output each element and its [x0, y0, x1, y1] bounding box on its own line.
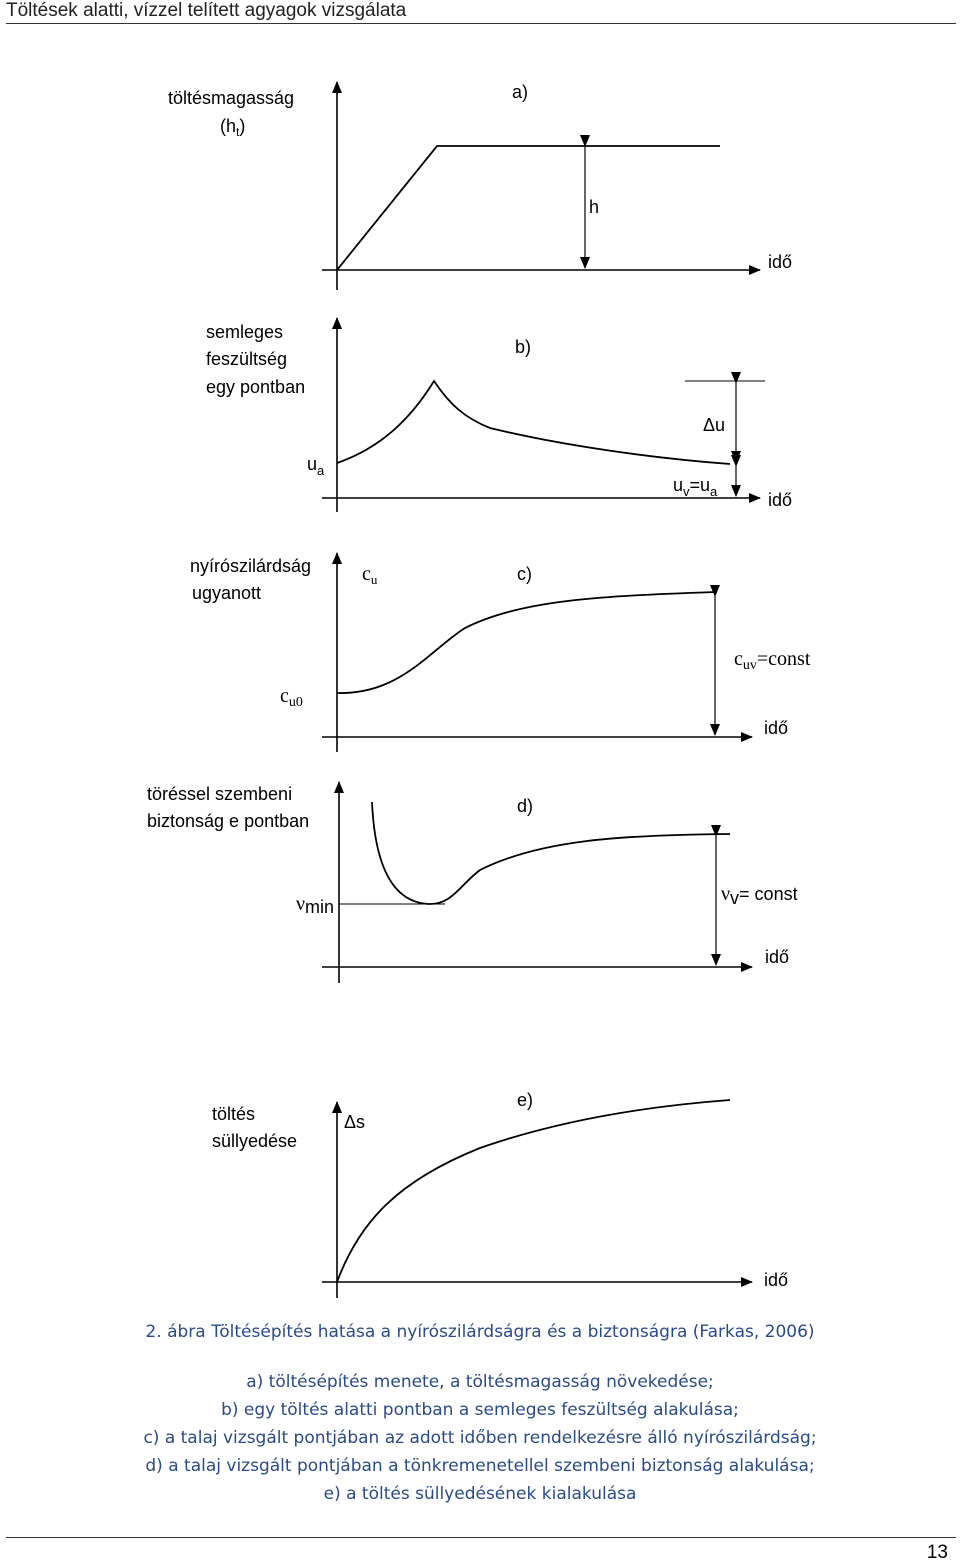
panel-b-pore-pressure-curve — [336, 379, 731, 465]
panel-d-time-label: idő — [765, 947, 789, 967]
panel-d-safety-factor-curve — [371, 801, 731, 905]
panel-a-time-label: idő — [768, 252, 792, 272]
consolidation-figure: töltésmagasság (ht) a) h idő semleges fe… — [147, 81, 811, 1298]
panel-b-ua-label: ua — [307, 454, 325, 478]
panel-c-shear-strength-curve — [336, 591, 716, 694]
panel-e-ylabel-line1: töltés — [212, 1104, 255, 1124]
panel-c-time-label: idő — [764, 718, 788, 738]
caption-line-c: c) a talaj vizsgált pontjában az adott i… — [143, 1428, 817, 1448]
figure-caption-body: a) töltésépítés menete, a töltésmagasság… — [0, 1368, 960, 1508]
page-header: Töltések alatti, vízzel telített agyagok… — [0, 0, 960, 24]
panel-b-ylabel-line1: semleges — [206, 322, 283, 342]
header-divider — [6, 23, 956, 24]
panel-c-letter: c) — [517, 564, 532, 584]
panel-b-letter: b) — [515, 337, 531, 357]
figure-caption-title: 2. ábra Töltésépítés hatása a nyírószilá… — [145, 1322, 815, 1342]
panel-b: semleges feszültség egy pontban b) ua Δu… — [206, 317, 792, 512]
caption-line-b: b) egy töltés alatti pontban a semleges … — [221, 1400, 739, 1420]
header-title: Töltések alatti, vízzel telített agyagok… — [6, 0, 407, 21]
caption-line-e: e) a töltés süllyedésének kialakulása — [323, 1484, 637, 1504]
panel-a-ylabel-line1: töltésmagasság — [168, 88, 294, 108]
panel-a-h-label: h — [589, 197, 599, 217]
panel-b-uv-label: uv=ua — [673, 475, 718, 499]
panel-c-ylabel-line1: nyírószilárdság — [190, 556, 311, 576]
panel-c-cu0-label: cu0 — [280, 685, 303, 710]
panel-c-cuv-label: cuv=const — [734, 648, 811, 673]
panel-e: töltés süllyedése Δs e) idő — [212, 1090, 788, 1298]
panel-e-settlement-curve — [336, 1099, 731, 1283]
panel-e-delta-s-label: Δs — [344, 1112, 365, 1132]
panel-c-ylabel-line2: ugyanott — [192, 583, 261, 603]
panel-a-ylabel-line2: (ht) — [220, 116, 245, 139]
panel-a: töltésmagasság (ht) a) h idő — [168, 81, 792, 290]
panel-b-ylabel-line2: feszültség — [206, 349, 287, 369]
footer-divider — [6, 1537, 956, 1538]
panel-b-time-label: idő — [768, 490, 792, 510]
panel-d-ylabel-line2: biztonság e pontban — [147, 811, 309, 831]
panel-d-nu-min-label: νmin — [296, 893, 334, 917]
panel-e-ylabel-line2: süllyedése — [212, 1131, 297, 1151]
panel-d-nu-v-label: νv= const — [721, 883, 798, 908]
panel-c-cu-label: cu — [362, 563, 378, 587]
panel-b-delta-u-label: Δu — [703, 415, 725, 435]
panel-a-fill-height-curve — [336, 145, 720, 271]
panel-e-time-label: idő — [764, 1270, 788, 1290]
caption-line-a: a) töltésépítés menete, a töltésmagasság… — [246, 1372, 714, 1392]
panel-d-ylabel-line1: töréssel szembeni — [147, 784, 292, 804]
panel-d: töréssel szembeni biztonság e pontban d)… — [147, 781, 798, 983]
caption-line-d: d) a talaj vizsgált pontjában a tönkreme… — [145, 1456, 815, 1476]
page-number: 13 — [926, 1542, 948, 1563]
panel-b-ylabel-line3: egy pontban — [206, 377, 305, 397]
panel-d-letter: d) — [517, 796, 533, 816]
panel-a-letter: a) — [512, 82, 528, 102]
panel-c: nyírószilárdság ugyanott cu c) cu0 cuv=c… — [190, 552, 811, 752]
panel-e-letter: e) — [517, 1090, 533, 1110]
